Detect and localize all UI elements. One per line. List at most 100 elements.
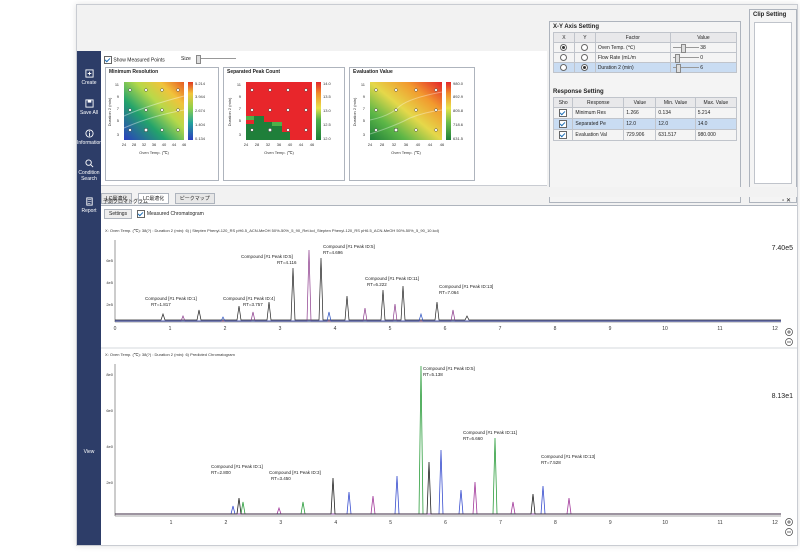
map-title: Minimum Resolution [109,69,159,75]
app-window: Create Save All Information Condition Se… [76,4,798,546]
zoom-controls-1[interactable] [785,328,793,346]
peak-annotation: Compound [#1 Peak ID:4] [223,296,275,301]
response-max: 5.214 [694,107,738,119]
table-row: Duration 2 (min) 6 [553,62,738,73]
x-tick: 28 [132,142,137,147]
tab-optimization-2[interactable]: LC最適化 [137,193,170,204]
peak-annotation: Compound [#1 Peak ID:13] [439,284,493,289]
legend-tick: 13.5 [323,94,332,99]
measured-chromatogram-label: Measured Chromatogram [146,211,204,217]
x-tick: 46 [182,142,187,147]
x-tick: 44 [172,142,177,147]
sidebar-item-create[interactable]: Create [77,69,101,86]
column-header: Response [572,97,625,108]
sidebar-item-save-all[interactable]: Save All [77,99,101,116]
legend-tick: 12.5 [323,122,332,127]
clip-setting-list[interactable] [754,22,792,184]
y-tick: 5 [239,118,242,123]
clip-setting-panel: Clip Setting [749,9,797,203]
size-slider[interactable] [196,55,237,65]
y-tick: 11 [115,82,120,87]
show-response-checkbox[interactable] [559,131,568,139]
response-min: 0.134 [655,107,696,119]
search-icon [84,159,93,168]
factor-value[interactable]: 6 [700,64,704,71]
sidebar-item-view[interactable]: View [77,449,101,455]
sidebar-item-report[interactable]: Report [77,197,101,214]
response-max: 14.0 [694,118,738,130]
separated-peak-count-map[interactable]: 14.0 13.5 13.0 12.5 12.0 11 9 7 5 3 24 2… [224,76,344,180]
legend-tick: 892.9 [453,94,464,99]
y-axis-radio[interactable] [581,64,589,71]
value-slider[interactable] [672,43,699,53]
x-tick: 6 [444,520,447,526]
y-axis-radio[interactable] [581,54,589,61]
peak-rt: RT=5.138 [423,372,443,377]
legend-tick: 3.944 [195,94,206,99]
sidebar-item-information[interactable]: Information [77,129,102,146]
x-tick: 12 [772,326,778,332]
y-tick: 3 [239,132,242,137]
y-tick: 2e0 [106,480,113,485]
factor-value[interactable]: 38 [700,44,706,51]
y-axis-radio[interactable] [581,44,589,51]
value-slider[interactable] [672,63,699,73]
table-row: Minimum Res 1.266 0.134 5.214 [552,107,738,119]
factor-value[interactable]: 0 [700,54,704,61]
tab-peak-map[interactable]: ピークマップ [174,193,215,204]
y-tick: 6e5 [106,258,113,263]
response-value: 12.0 [623,118,657,130]
x-tick: 1 [169,326,172,332]
close-icon[interactable]: ▫ ✕ [782,198,791,204]
evaluation-value-map[interactable]: 980.0 892.9 805.8 718.6 631.5 11 9 7 5 3… [350,76,474,180]
chromatogram-plots[interactable]: X: Oven Temp. (℃): 38(?) : Duration 2 (m… [101,206,797,546]
sidebar-item-condition-search[interactable]: Condition Search [77,159,101,182]
x-tick: 44 [428,142,433,147]
separated-peak-count-panel: Separated Peak Count [223,67,345,181]
legend-min: 12.0 [323,136,332,141]
x-axis-radio[interactable] [560,64,568,71]
value-slider[interactable] [672,53,699,63]
measured-chromatogram-checkbox[interactable] [137,209,146,218]
zoom-controls-2[interactable] [785,518,793,536]
peak-annotation: Compound [#1 Peak ID:11] [463,430,517,435]
response-max: 980.000 [694,129,738,141]
show-response-checkbox[interactable] [559,120,568,128]
x-tick: 24 [122,142,127,147]
save-all-icon [84,99,94,108]
x-tick: 10 [662,520,668,526]
minimum-resolution-map[interactable]: 5.214 3.944 2.674 1.404 0.134 11 9 7 5 3… [106,76,218,180]
x-tick: 2 [225,520,228,526]
show-measured-points-checkbox[interactable] [104,56,112,64]
legend-tick: 1.404 [195,122,206,127]
y-tick: 7 [239,106,242,111]
x-axis-radio[interactable] [560,44,568,51]
show-response-checkbox[interactable] [559,109,568,117]
response-name: Minimum Res [572,107,625,119]
settings-button[interactable]: Settings [104,209,133,219]
x-tick: 12 [772,520,778,526]
x-tick: 36 [404,142,409,147]
x-tick: 9 [609,520,612,526]
information-icon [84,129,94,138]
x-tick: 32 [392,142,397,147]
factor-name: Oven Temp. (℃) [594,42,671,53]
chromatogram-area: Settings Measured Chromatogram X: Oven T… [101,205,797,546]
x-tick: 5 [389,326,392,332]
column-header: X [553,32,575,43]
x-axis-radio[interactable] [560,54,568,61]
x-tick: 6 [444,326,447,332]
x-axis-label: Oven Temp. (℃) [391,150,421,155]
x-tick: 40 [416,142,421,147]
tab-optimization[interactable]: LC最適化 [101,193,133,204]
x-tick: 28 [380,142,385,147]
x-tick: 46 [440,142,445,147]
sidebar-item-label: Report [81,208,97,214]
x-tick: 7 [499,326,502,332]
factor-name: Duration 2 (min) [594,62,671,73]
peak-annotation: Compound [#1 Peak ID:1] [211,464,263,469]
y-tick: 9 [239,94,242,99]
x-tick: 5 [389,520,392,526]
peak-rt: RT=7.064 [439,290,459,295]
y-tick: 8e0 [106,372,113,377]
